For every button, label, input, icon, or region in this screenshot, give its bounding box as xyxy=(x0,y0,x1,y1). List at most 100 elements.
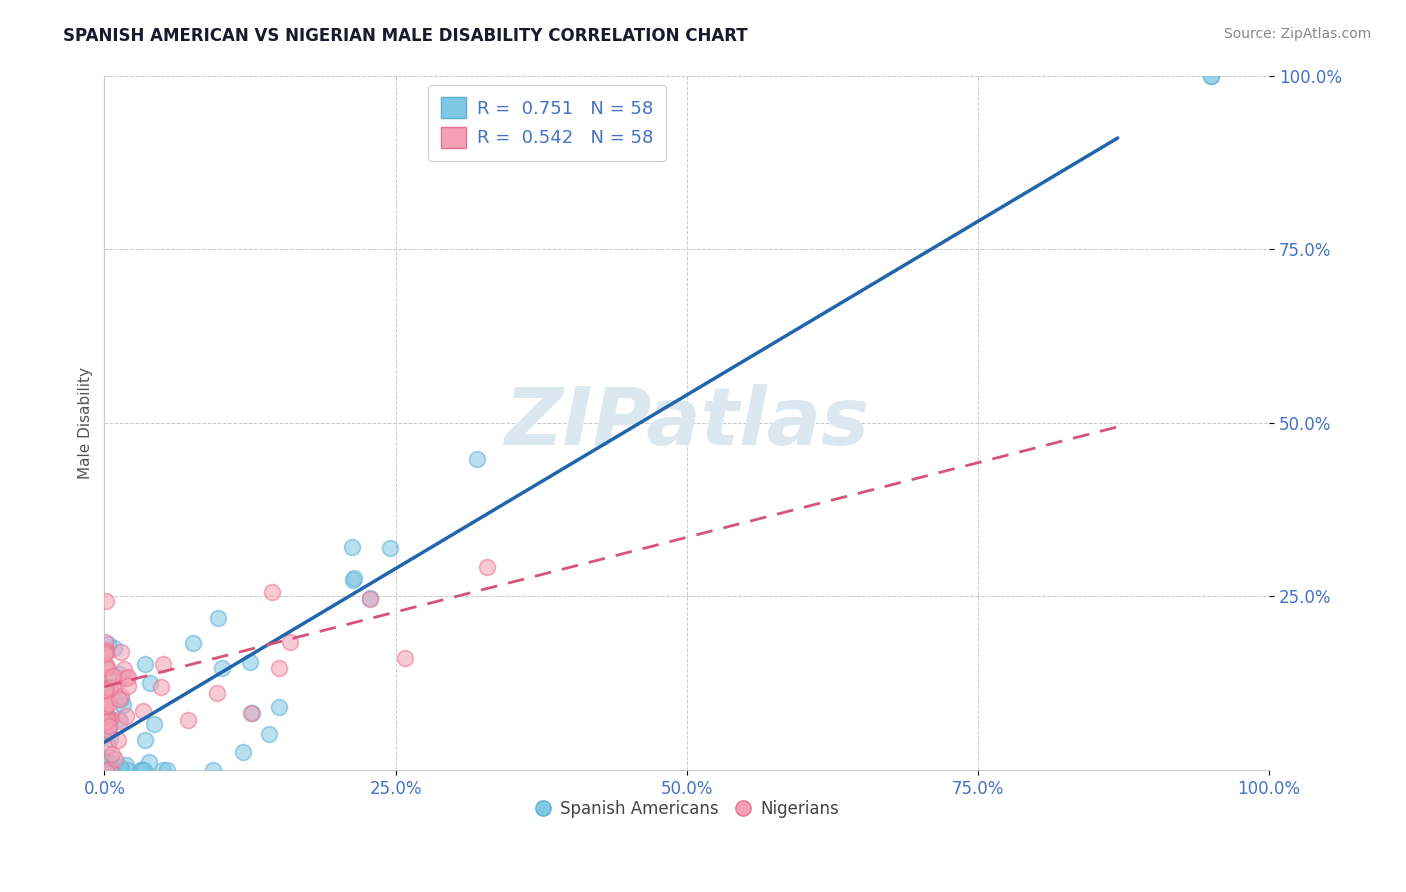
Point xyxy=(156,763,179,777)
Point xyxy=(110,690,132,704)
Point xyxy=(98,763,121,777)
Point xyxy=(101,747,124,761)
Point xyxy=(96,763,118,777)
Point xyxy=(108,759,131,773)
Point xyxy=(117,670,139,684)
Point xyxy=(96,681,118,696)
Point xyxy=(131,704,153,718)
Point xyxy=(115,757,138,772)
Point xyxy=(112,671,135,685)
Point xyxy=(112,662,135,676)
Point xyxy=(239,655,262,669)
Point xyxy=(94,708,117,723)
Point xyxy=(94,693,117,707)
Point xyxy=(101,669,124,683)
Point xyxy=(181,636,204,650)
Point xyxy=(139,676,162,690)
Point xyxy=(259,727,281,741)
Point xyxy=(359,591,381,605)
Point xyxy=(96,696,118,710)
Point xyxy=(98,712,121,726)
Point xyxy=(129,763,152,777)
Point xyxy=(131,763,153,777)
Point xyxy=(207,611,229,625)
Point xyxy=(94,763,117,777)
Text: ZIPatlas: ZIPatlas xyxy=(505,384,869,462)
Point xyxy=(232,745,254,759)
Text: Source: ZipAtlas.com: Source: ZipAtlas.com xyxy=(1223,27,1371,41)
Text: SPANISH AMERICAN VS NIGERIAN MALE DISABILITY CORRELATION CHART: SPANISH AMERICAN VS NIGERIAN MALE DISABI… xyxy=(63,27,748,45)
Point xyxy=(176,713,198,727)
Point xyxy=(108,712,131,726)
Point xyxy=(342,571,364,585)
Point xyxy=(104,752,127,766)
Point xyxy=(117,680,139,694)
Point xyxy=(96,763,118,777)
Point xyxy=(378,541,401,555)
Point xyxy=(269,700,291,714)
Point xyxy=(465,452,488,467)
Point xyxy=(94,763,117,777)
Point xyxy=(359,591,381,606)
Point xyxy=(1199,69,1222,83)
Point xyxy=(94,699,117,714)
Point xyxy=(93,701,115,715)
Point xyxy=(96,739,118,754)
Point xyxy=(94,756,117,770)
Point xyxy=(94,714,117,729)
Point xyxy=(114,709,136,723)
Point xyxy=(475,559,498,574)
Point xyxy=(103,763,125,777)
Point xyxy=(93,682,115,697)
Point xyxy=(115,671,138,685)
Point xyxy=(134,657,156,672)
Point xyxy=(97,723,120,737)
Point xyxy=(94,594,117,608)
Point xyxy=(98,732,121,747)
Point xyxy=(97,724,120,739)
Point xyxy=(202,763,225,777)
Point xyxy=(98,763,121,777)
Point xyxy=(110,691,132,706)
Point xyxy=(260,584,283,599)
Point xyxy=(103,641,125,656)
Point xyxy=(96,637,118,651)
Point xyxy=(98,681,121,696)
Point xyxy=(94,699,117,714)
Point xyxy=(152,657,174,671)
Point xyxy=(342,574,364,588)
Point xyxy=(1199,69,1222,83)
Point xyxy=(94,657,117,672)
Point xyxy=(97,710,120,724)
Point xyxy=(110,714,132,729)
Point xyxy=(134,733,156,747)
Point xyxy=(267,661,290,675)
Point xyxy=(98,763,121,777)
Point xyxy=(96,714,118,728)
Point xyxy=(96,763,118,777)
Point xyxy=(107,666,129,681)
Point xyxy=(152,763,174,777)
Point xyxy=(94,642,117,657)
Point xyxy=(94,724,117,739)
Point xyxy=(98,749,121,764)
Point xyxy=(112,698,135,713)
Point xyxy=(96,660,118,674)
Point xyxy=(340,541,363,555)
Point xyxy=(394,651,416,665)
Point xyxy=(97,714,120,728)
Point xyxy=(240,706,263,720)
Point xyxy=(97,755,120,769)
Point xyxy=(138,755,160,769)
Point xyxy=(96,681,118,695)
Y-axis label: Male Disability: Male Disability xyxy=(79,367,93,479)
Point xyxy=(94,645,117,659)
Point xyxy=(96,679,118,693)
Point xyxy=(115,763,138,777)
Point xyxy=(101,763,124,777)
Point xyxy=(143,717,166,731)
Point xyxy=(98,698,121,712)
Point xyxy=(110,644,132,658)
Point xyxy=(149,680,172,694)
Point xyxy=(96,710,118,724)
